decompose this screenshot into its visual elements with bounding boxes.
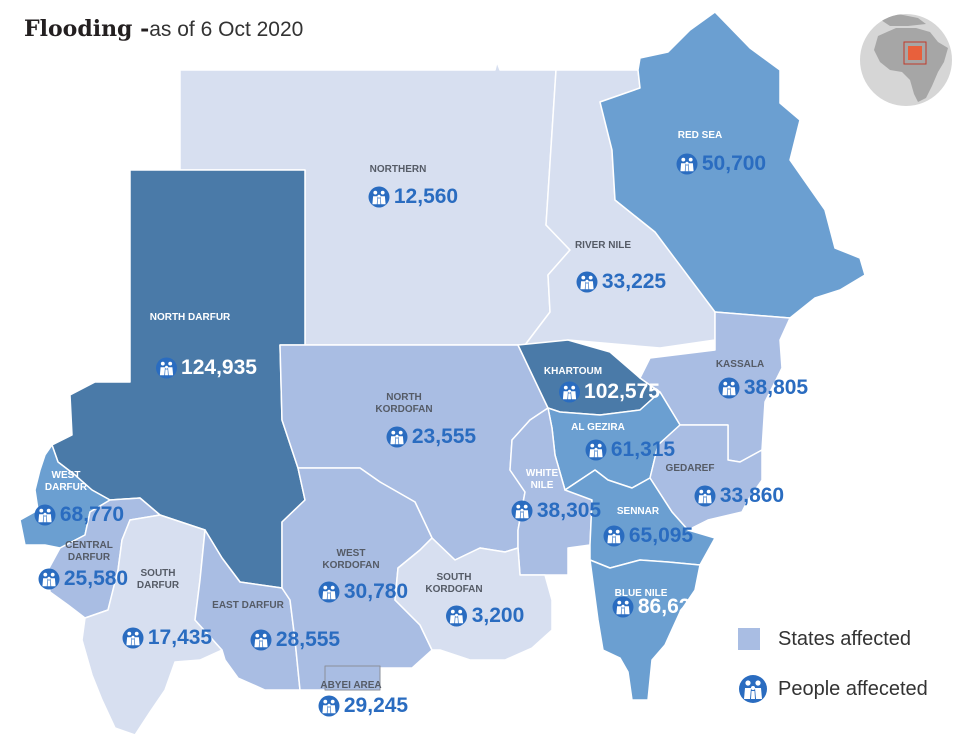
sudan-highlight bbox=[908, 46, 922, 60]
state-name-west-darfur: WEST DARFUR bbox=[45, 470, 88, 493]
state-name-northern: NORTHERN bbox=[370, 164, 427, 175]
people-icon bbox=[122, 627, 144, 649]
state-value-north-darfur: 124,935 bbox=[181, 356, 257, 379]
state-name-red-sea: RED SEA bbox=[678, 130, 722, 141]
state-name-gedaref: GEDAREF bbox=[666, 463, 715, 474]
state-value-kassala: 38,805 bbox=[744, 376, 809, 399]
state-white-nile[interactable] bbox=[509, 407, 593, 576]
state-value-south-kordofan: 3,200 bbox=[472, 604, 525, 627]
people-icon bbox=[156, 357, 177, 379]
people-icon bbox=[318, 581, 340, 603]
state-value-north-kordofan: 23,555 bbox=[412, 425, 477, 448]
state-name-east-darfur: EAST DARFUR bbox=[212, 600, 284, 611]
state-abyei-area[interactable] bbox=[324, 665, 381, 691]
state-value-south-darfur: 17,435 bbox=[148, 626, 213, 649]
state-name-central-darfur: CENTRAL DARFUR bbox=[65, 540, 113, 563]
state-sennar[interactable] bbox=[564, 469, 716, 569]
state-blue-nile[interactable] bbox=[589, 559, 701, 701]
state-east-darfur[interactable] bbox=[194, 529, 301, 691]
people-icon bbox=[38, 568, 60, 590]
state-name-abyei-area: ABYEI AREA bbox=[320, 680, 381, 691]
legend-people-affected: People affeceted bbox=[738, 674, 928, 704]
state-name-north-kordofan: NORTH KORDOFAN bbox=[375, 392, 432, 415]
title-main: Flooding - bbox=[24, 16, 150, 42]
people-icon bbox=[676, 153, 698, 175]
people-icon bbox=[576, 271, 598, 293]
legend-people-label: People affeceted bbox=[778, 677, 928, 700]
legend-swatch bbox=[738, 628, 760, 650]
state-name-west-kordofan: WEST KORDOFAN bbox=[322, 548, 379, 571]
people-icon bbox=[511, 500, 533, 522]
map-regions bbox=[19, 11, 866, 736]
people-icon bbox=[250, 629, 272, 651]
state-value-white-nile: 38,305 bbox=[537, 499, 602, 522]
state-name-white-nile: WHITE NILE bbox=[526, 468, 559, 491]
state-name-sennar: SENNAR bbox=[617, 506, 660, 517]
legend-states-affected: States affected bbox=[738, 624, 928, 654]
state-name-kassala: KASSALA bbox=[716, 359, 764, 370]
state-value-al-gezira: 61,315 bbox=[611, 438, 676, 461]
people-icon bbox=[446, 605, 467, 627]
state-name-khartoum: KHARTOUM bbox=[544, 366, 602, 377]
state-name-blue-nile: BLUE NILE bbox=[615, 588, 668, 599]
state-name-south-darfur: SOUTH DARFUR bbox=[137, 568, 180, 591]
state-value-blue-nile: 86,625 bbox=[638, 595, 703, 618]
people-icon bbox=[34, 504, 56, 526]
people-icon bbox=[694, 485, 716, 507]
legend-states-label: States affected bbox=[778, 627, 912, 650]
sudan-highlight-frame bbox=[903, 41, 927, 65]
state-value-northern: 12,560 bbox=[394, 185, 458, 208]
state-west-kordofan[interactable] bbox=[281, 467, 433, 691]
state-name-al-gezira: AL GEZIRA bbox=[571, 422, 625, 433]
state-name-south-kordofan: SOUTH KORDOFAN bbox=[425, 572, 482, 595]
people-icon bbox=[386, 426, 408, 448]
africa-shape bbox=[874, 28, 948, 102]
people-icon bbox=[368, 186, 390, 208]
people-icon bbox=[318, 695, 340, 717]
state-name-north-darfur: NORTH DARFUR bbox=[150, 312, 231, 323]
state-value-river-nile: 33,225 bbox=[602, 270, 667, 293]
map-labels: NORTHERN 12,560 RIVER NILE 33,225 RED SEA 50,… bbox=[34, 130, 809, 717]
state-value-red-sea: 50,700 bbox=[702, 152, 766, 175]
state-value-abyei-area: 29,245 bbox=[344, 694, 409, 717]
globe-inset bbox=[860, 14, 952, 106]
people-icon bbox=[559, 381, 580, 403]
state-name-river-nile: RIVER NILE bbox=[575, 240, 631, 251]
state-value-west-darfur: 68,770 bbox=[60, 503, 124, 526]
europe-shape bbox=[878, 14, 926, 26]
page-title: Flooding -as of 6 Oct 2020 bbox=[24, 16, 303, 42]
people-icon bbox=[585, 439, 607, 461]
legend: States affected People affeceted bbox=[738, 624, 928, 724]
state-red-sea[interactable] bbox=[599, 11, 866, 319]
state-value-sennar: 65,095 bbox=[629, 524, 694, 547]
people-icon bbox=[718, 377, 740, 399]
people-icon bbox=[603, 525, 625, 547]
state-value-khartoum: 102,575 bbox=[584, 380, 660, 403]
state-south-kordofan[interactable] bbox=[394, 537, 553, 661]
state-value-gedaref: 33,860 bbox=[720, 484, 784, 507]
people-icon bbox=[612, 596, 634, 618]
people-icon bbox=[739, 675, 767, 703]
state-value-central-darfur: 25,580 bbox=[64, 567, 128, 590]
title-date: as of 6 Oct 2020 bbox=[149, 18, 304, 41]
state-value-east-darfur: 28,555 bbox=[276, 628, 341, 651]
state-value-west-kordofan: 30,780 bbox=[344, 580, 408, 603]
